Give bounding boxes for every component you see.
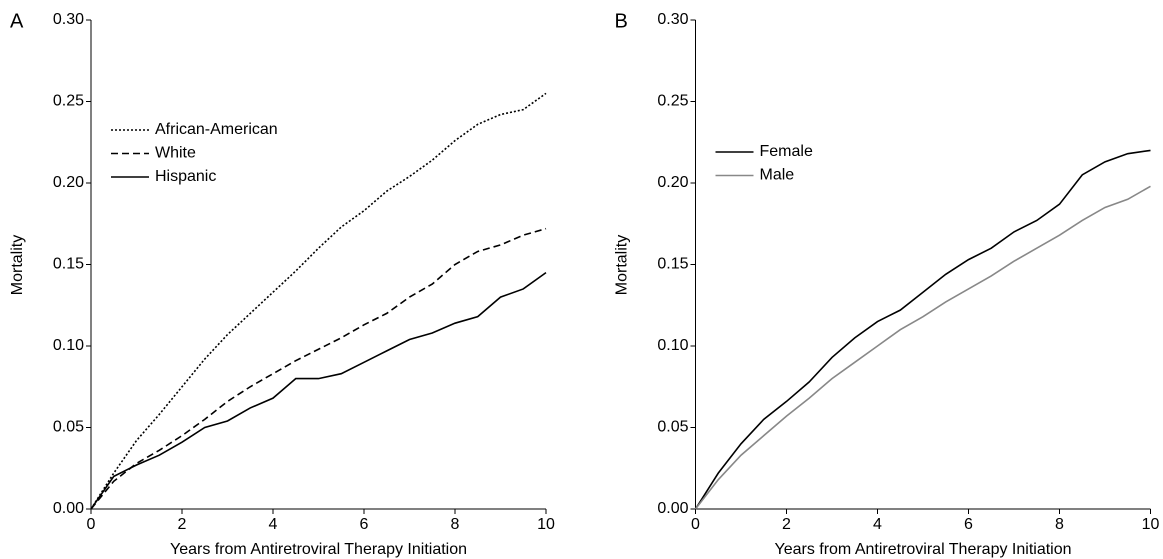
x-tick-label: 6: [360, 516, 369, 533]
y-tick-label: 0.25: [53, 93, 84, 110]
x-tick-label: 4: [269, 516, 278, 533]
x-tick-label: 2: [782, 516, 791, 533]
line-series: [694, 149, 1151, 510]
x-tick-label: 10: [1142, 516, 1160, 533]
x-tick-label: 6: [964, 516, 973, 533]
y-tick-label: 0.00: [53, 500, 84, 517]
y-axis-label: Mortality: [614, 235, 631, 295]
x-axis-label: Years from Antiretroviral Therapy Initia…: [774, 541, 1071, 558]
line-series: [90, 227, 547, 510]
y-tick-label: 0.30: [657, 11, 688, 28]
y-tick-label: 0.15: [53, 256, 84, 273]
y-tick-label: 0.30: [53, 11, 84, 28]
y-tick-label: 0.25: [657, 93, 688, 110]
y-tick-label: 0.20: [657, 174, 688, 191]
y-tick-label: 0.05: [53, 419, 84, 436]
legend-label: White: [155, 145, 196, 162]
x-tick-label: 8: [451, 516, 460, 533]
line-series: [90, 92, 547, 510]
x-axis-label: Years from Antiretroviral Therapy Initia…: [170, 541, 467, 558]
legend-label: African-American: [155, 121, 278, 138]
legend-label: Hispanic: [155, 168, 216, 185]
y-axis-label: Mortality: [9, 235, 26, 295]
x-tick-label: 10: [537, 516, 555, 533]
panel-label: A: [10, 10, 24, 32]
panel-label: B: [615, 10, 628, 32]
x-tick-label: 2: [178, 516, 187, 533]
x-tick-label: 4: [873, 516, 882, 533]
y-tick-label: 0.10: [53, 337, 84, 354]
y-tick-label: 0.05: [657, 419, 688, 436]
legend-label: Female: [760, 143, 813, 160]
x-tick-label: 8: [1055, 516, 1064, 533]
y-tick-label: 0.00: [657, 500, 688, 517]
line-series: [694, 185, 1151, 510]
x-tick-label: 0: [87, 516, 96, 533]
y-tick-label: 0.20: [53, 174, 84, 191]
x-tick-label: 0: [691, 516, 700, 533]
legend-label: Male: [760, 167, 795, 184]
line-series: [90, 271, 547, 510]
y-tick-label: 0.15: [657, 256, 688, 273]
y-tick-label: 0.10: [657, 337, 688, 354]
